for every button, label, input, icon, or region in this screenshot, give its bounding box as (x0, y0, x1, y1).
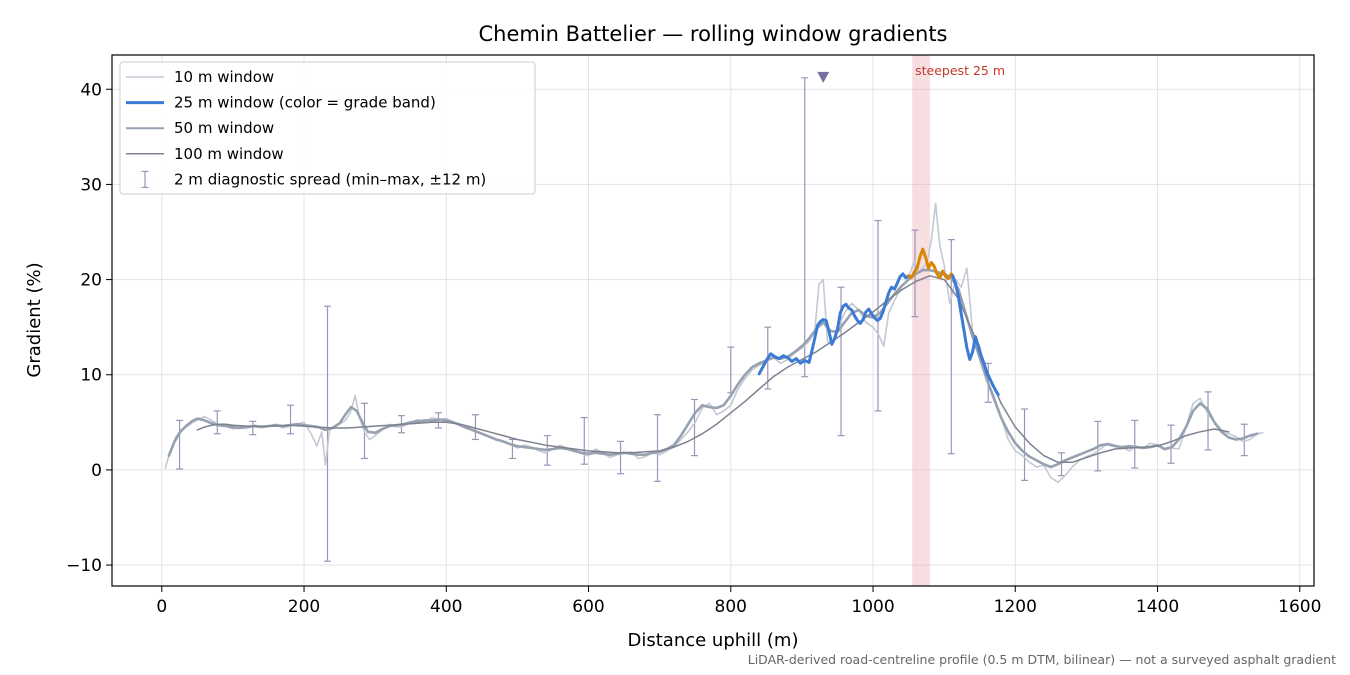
legend-label: 2 m diagnostic spread (min–max, ±12 m) (174, 170, 486, 188)
y-tick-label: −10 (66, 556, 102, 576)
series-100m (196, 275, 1230, 464)
legend-entry: 2 m diagnostic spread (min–max, ±12 m) (141, 170, 486, 188)
spread-bar (324, 305, 332, 562)
series-50m (167, 268, 1259, 469)
x-tick-label: 600 (572, 597, 604, 617)
series-25m-tail (951, 274, 1000, 397)
plot-frame (111, 54, 1315, 587)
y-tick-label: 30 (80, 175, 102, 195)
legend-label: 10 m window (174, 68, 274, 86)
spread-bars (176, 77, 1248, 562)
spread-bar (471, 414, 479, 441)
legend-entry: 100 m window (126, 145, 284, 163)
legend-label: 25 m window (color = grade band) (174, 94, 436, 112)
y-axis-label: Gradient (%) (24, 262, 45, 377)
x-tick-label: 1000 (851, 597, 894, 617)
legend: 10 m window 25 m window (color = grade ba… (119, 61, 536, 195)
spread-bar (249, 420, 257, 436)
peak-marker (817, 71, 830, 83)
legend-entry: 25 m window (color = grade band) (126, 94, 436, 112)
steepest-band-label: steepest 25 m (915, 63, 1005, 78)
legend-label: 100 m window (174, 145, 284, 163)
y-tick-label: 40 (80, 80, 102, 100)
spread-bar (1204, 391, 1212, 451)
peak-marker-triangle (817, 71, 830, 83)
x-tick-label: 800 (715, 597, 747, 617)
y-tick-label: 10 (80, 366, 102, 386)
steepest-band-rect (912, 55, 930, 586)
y-tick-label: 0 (91, 461, 102, 481)
x-tick-label: 200 (288, 597, 320, 617)
series-25m (757, 272, 911, 376)
legend-box (119, 61, 536, 195)
steepest-band: steepest 25 m (912, 55, 1005, 586)
spread-bar (691, 398, 699, 457)
x-tick-label: 1200 (994, 597, 1037, 617)
x-tick-label: 400 (430, 597, 462, 617)
spread-bar (287, 404, 295, 435)
x-tick-label: 0 (156, 597, 167, 617)
spread-bar (1240, 423, 1248, 457)
y-tick-label: 20 (80, 271, 102, 291)
legend-entry: 50 m window (126, 119, 274, 137)
footnote: LiDAR-derived road-centreline profile (0… (748, 652, 1336, 667)
x-tick-label: 1600 (1278, 597, 1321, 617)
spread-bar (801, 77, 809, 378)
spread-bar (654, 414, 662, 482)
series-25m-orange (907, 247, 955, 281)
legend-entry: 10 m window (126, 68, 274, 86)
series-lines (164, 202, 1264, 484)
x-tick-label: 1400 (1136, 597, 1179, 617)
legend-label: 50 m window (174, 119, 274, 137)
spread-bar (617, 440, 625, 475)
spread-bar (1167, 424, 1175, 464)
spread-bar (213, 410, 221, 435)
spread-bar (1021, 408, 1029, 481)
x-axis-label: Distance uphill (m) (628, 630, 799, 651)
spread-bar (1058, 452, 1066, 477)
axis-ticks: 0 200 400 600 800 1000 1200 1400 1600 −10 0 10 20 30 4… (66, 80, 1321, 617)
chart-title: Chemin Battelier — rolling window gradie… (479, 22, 948, 46)
spread-bar (1131, 419, 1139, 469)
spread-bar (176, 419, 184, 470)
spread-bar (580, 416, 588, 465)
